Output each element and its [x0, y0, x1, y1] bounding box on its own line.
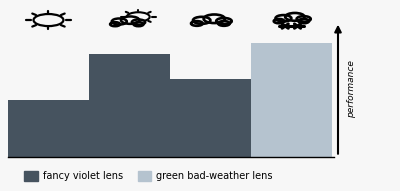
Bar	[112, 20, 142, 25]
Circle shape	[218, 21, 230, 26]
Text: performance: performance	[347, 60, 356, 118]
Circle shape	[276, 15, 291, 21]
Circle shape	[193, 17, 210, 24]
Bar	[276, 17, 307, 22]
Circle shape	[297, 16, 311, 22]
Bar	[251, 109, 332, 157]
Circle shape	[121, 16, 139, 24]
Circle shape	[285, 13, 304, 21]
Circle shape	[274, 19, 284, 23]
Circle shape	[204, 15, 225, 23]
Circle shape	[110, 22, 120, 26]
Bar	[8, 100, 89, 157]
Bar	[170, 79, 251, 157]
Circle shape	[298, 19, 309, 23]
Bar	[89, 54, 170, 157]
Circle shape	[191, 21, 203, 26]
Bar	[193, 19, 228, 24]
Circle shape	[216, 18, 232, 24]
Circle shape	[132, 19, 145, 25]
Bar	[251, 43, 332, 157]
Circle shape	[112, 19, 127, 24]
Circle shape	[134, 22, 144, 26]
Legend: fancy violet lens, green bad-weather lens: fancy violet lens, green bad-weather len…	[20, 167, 276, 185]
